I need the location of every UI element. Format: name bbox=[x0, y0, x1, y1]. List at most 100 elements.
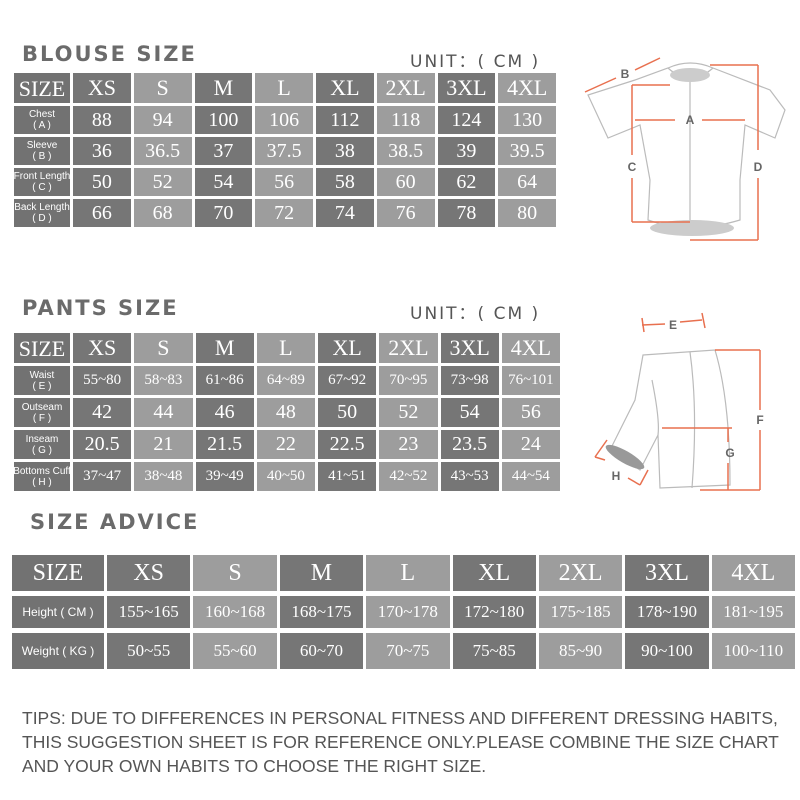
table-cell: 23.5 bbox=[440, 430, 499, 459]
table-cell: 76 bbox=[376, 199, 435, 227]
blouse-size-table: SIZE XS S M L XL 2XL 3XL 4XL Chest( A ) 88 94 100 106… bbox=[14, 73, 556, 227]
table-cell: 50 bbox=[73, 168, 131, 196]
row-label-code: ( H ) bbox=[32, 476, 52, 488]
table-cell: 100~110 bbox=[711, 633, 795, 669]
table-cell: 73~98 bbox=[440, 366, 499, 395]
table-cell: 67~92 bbox=[318, 366, 377, 395]
table-cell: 55~60 bbox=[193, 633, 277, 669]
row-label-code: ( E ) bbox=[32, 380, 52, 392]
table-cell: 37 bbox=[194, 137, 253, 165]
row-label-name: Bottoms Cuff bbox=[14, 465, 70, 477]
table-cell: 62 bbox=[437, 168, 496, 196]
size-header-s: S bbox=[133, 73, 192, 103]
table-cell: 21.5 bbox=[195, 430, 254, 459]
table-cell: 85~90 bbox=[538, 633, 623, 669]
size-header-xl: XL bbox=[316, 73, 374, 103]
pants-diagram: E F G H bbox=[594, 312, 764, 491]
size-header-label: SIZE bbox=[14, 333, 70, 363]
table-cell: 52 bbox=[133, 168, 192, 196]
table-cell: 42 bbox=[73, 398, 132, 427]
table-cell: 20.5 bbox=[73, 430, 132, 459]
table-cell: 44 bbox=[134, 398, 193, 427]
size-header-2xl: 2XL bbox=[538, 555, 623, 591]
row-label-name: Waist bbox=[29, 369, 55, 381]
table-cell: 75~85 bbox=[452, 633, 536, 669]
table-cell: 23 bbox=[379, 430, 438, 459]
row-label-code: ( F ) bbox=[32, 412, 52, 424]
row-label-name: Front Length bbox=[14, 171, 70, 182]
table-cell: 55~80 bbox=[73, 366, 132, 395]
table-cell: 60~70 bbox=[279, 633, 364, 669]
table-cell: 50 bbox=[318, 398, 377, 427]
table-cell: 50~55 bbox=[107, 633, 191, 669]
size-header-m: M bbox=[279, 555, 364, 591]
table-cell: 100 bbox=[194, 106, 253, 134]
row-label-code: ( A ) bbox=[33, 120, 51, 131]
table-cell: 58 bbox=[316, 168, 374, 196]
row-label: Sleeve( B ) bbox=[14, 137, 70, 165]
row-label: Front Length( C ) bbox=[14, 168, 70, 196]
row-label: Weight ( KG ) bbox=[12, 633, 104, 669]
size-header-label: SIZE bbox=[12, 555, 104, 591]
label-e: E bbox=[669, 318, 677, 332]
row-label-name: Chest bbox=[28, 109, 56, 120]
row-label-code: ( C ) bbox=[32, 182, 52, 193]
table-cell: 44~54 bbox=[501, 462, 560, 491]
table-cell: 70~75 bbox=[366, 633, 450, 669]
size-header-4xl: 4XL bbox=[498, 73, 556, 103]
pants-unit: UNIT：( CM ) bbox=[410, 304, 541, 324]
table-cell: 66 bbox=[73, 199, 131, 227]
size-header-l: L bbox=[366, 555, 450, 591]
table-cell: 54 bbox=[440, 398, 499, 427]
table-cell: 88 bbox=[73, 106, 131, 134]
tips-text: TIPS: DUE TO DIFFERENCES IN PERSONAL FIT… bbox=[22, 708, 779, 776]
table-cell: 36 bbox=[73, 137, 131, 165]
table-cell: 72 bbox=[255, 199, 313, 227]
size-header-l: L bbox=[255, 73, 313, 103]
size-advice-table: SIZE XS S M L XL 2XL 3XL 4XL Height ( CM ) 155~165… bbox=[12, 555, 795, 669]
table-cell: 175~185 bbox=[538, 596, 623, 628]
table-cell: 112 bbox=[316, 106, 374, 134]
table-cell: 181~195 bbox=[711, 596, 795, 628]
table-cell: 54 bbox=[194, 168, 253, 196]
row-label: Bottoms Cuff( H ) bbox=[14, 462, 70, 491]
size-header-m: M bbox=[195, 333, 254, 363]
size-header-s: S bbox=[134, 333, 193, 363]
table-cell: 52 bbox=[379, 398, 438, 427]
row-label-name: Sleeve bbox=[26, 140, 58, 151]
table-cell: 42~52 bbox=[379, 462, 438, 491]
pants-title: PANTS SIZE bbox=[22, 296, 179, 320]
table-cell: 48 bbox=[256, 398, 315, 427]
table-cell: 61~86 bbox=[195, 366, 254, 395]
table-cell: 64 bbox=[498, 168, 556, 196]
blouse-unit: UNIT：( CM ) bbox=[410, 52, 541, 72]
size-header-2xl: 2XL bbox=[379, 333, 438, 363]
table-cell: 43~53 bbox=[440, 462, 499, 491]
table-cell: 118 bbox=[376, 106, 435, 134]
size-header-xs: XS bbox=[73, 333, 132, 363]
row-label-name: Inseam bbox=[25, 433, 59, 445]
size-header-xs: XS bbox=[73, 73, 131, 103]
table-cell: 24 bbox=[501, 430, 560, 459]
size-header-label: SIZE bbox=[14, 73, 70, 103]
size-header-xl: XL bbox=[318, 333, 377, 363]
label-g: G bbox=[725, 446, 734, 460]
table-cell: 76~101 bbox=[501, 366, 560, 395]
row-label-name: Back Length bbox=[14, 202, 70, 213]
table-cell: 36.5 bbox=[133, 137, 192, 165]
table-cell: 38~48 bbox=[134, 462, 193, 491]
table-cell: 46 bbox=[195, 398, 254, 427]
label-a: A bbox=[686, 113, 695, 127]
size-header-s: S bbox=[193, 555, 277, 591]
size-header-xl: XL bbox=[452, 555, 536, 591]
size-header-3xl: 3XL bbox=[625, 555, 709, 591]
table-cell: 64~89 bbox=[256, 366, 315, 395]
row-label-code: ( D ) bbox=[32, 213, 52, 224]
row-label-name: Outseam bbox=[21, 401, 63, 413]
row-label: Outseam( F ) bbox=[14, 398, 70, 427]
table-cell: 40~50 bbox=[256, 462, 315, 491]
table-cell: 56 bbox=[501, 398, 560, 427]
table-cell: 60 bbox=[376, 168, 435, 196]
table-cell: 37.5 bbox=[255, 137, 313, 165]
table-cell: 58~83 bbox=[134, 366, 193, 395]
